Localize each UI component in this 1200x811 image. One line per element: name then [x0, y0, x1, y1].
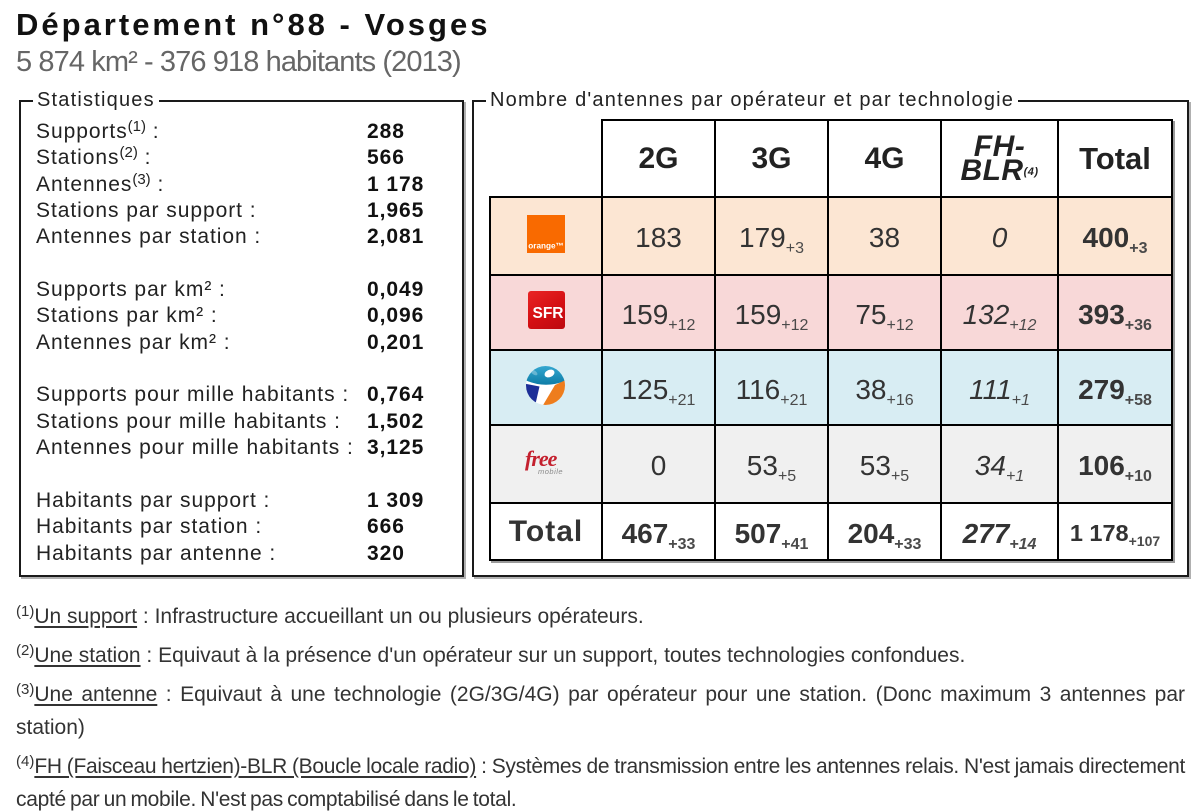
svg-text:free: free: [525, 446, 558, 471]
svg-text:orange™: orange™: [528, 241, 564, 250]
svg-text:SFR: SFR: [532, 305, 563, 322]
svg-text:mobile: mobile: [538, 467, 563, 476]
